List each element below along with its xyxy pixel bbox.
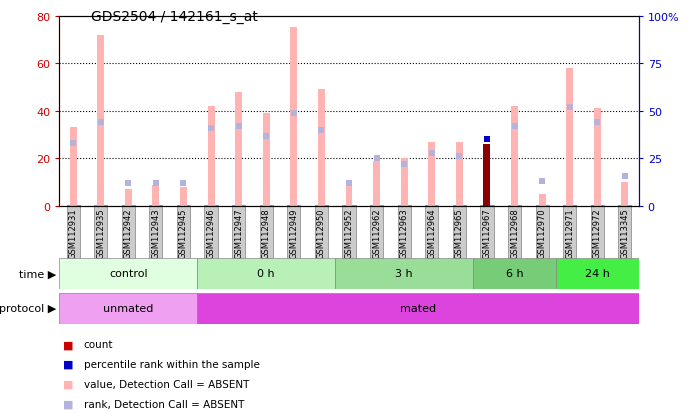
Bar bbox=[429, 142, 436, 206]
Bar bbox=[473, 258, 556, 289]
Point bbox=[371, 156, 383, 162]
Point bbox=[95, 120, 106, 126]
Bar bbox=[566, 69, 573, 206]
Point bbox=[150, 180, 161, 187]
Bar bbox=[59, 258, 198, 289]
Bar bbox=[152, 185, 159, 206]
Text: ■: ■ bbox=[63, 339, 73, 349]
Text: 24 h: 24 h bbox=[585, 268, 610, 279]
Bar bbox=[556, 258, 639, 289]
Text: GDS2504 / 142161_s_at: GDS2504 / 142161_s_at bbox=[91, 10, 258, 24]
Point bbox=[288, 110, 299, 117]
Bar bbox=[594, 109, 601, 206]
Bar bbox=[235, 93, 242, 206]
Bar bbox=[125, 190, 132, 206]
Bar bbox=[290, 28, 297, 206]
Bar bbox=[207, 107, 214, 206]
Text: ■: ■ bbox=[63, 379, 73, 389]
Text: mated: mated bbox=[400, 304, 436, 314]
Point bbox=[454, 154, 465, 160]
Bar bbox=[262, 114, 269, 206]
Point bbox=[537, 178, 548, 185]
Point bbox=[482, 137, 493, 143]
Bar bbox=[346, 183, 352, 206]
Point bbox=[399, 161, 410, 168]
Text: unmated: unmated bbox=[103, 304, 154, 314]
Bar bbox=[70, 128, 77, 206]
Bar bbox=[456, 142, 463, 206]
Text: rank, Detection Call = ABSENT: rank, Detection Call = ABSENT bbox=[84, 399, 244, 409]
Text: value, Detection Call = ABSENT: value, Detection Call = ABSENT bbox=[84, 379, 249, 389]
Text: percentile rank within the sample: percentile rank within the sample bbox=[84, 359, 260, 369]
Bar bbox=[198, 293, 639, 324]
Bar bbox=[373, 161, 380, 206]
Point bbox=[315, 127, 327, 134]
Bar bbox=[335, 258, 473, 289]
Point bbox=[619, 173, 630, 179]
Bar bbox=[59, 293, 198, 324]
Point bbox=[205, 125, 216, 132]
Bar bbox=[180, 188, 187, 206]
Bar bbox=[198, 258, 335, 289]
Point bbox=[123, 180, 134, 187]
Text: count: count bbox=[84, 339, 113, 349]
Text: 3 h: 3 h bbox=[395, 268, 413, 279]
Point bbox=[426, 150, 438, 157]
Point bbox=[233, 123, 244, 130]
Text: ■: ■ bbox=[63, 359, 73, 369]
Text: 0 h: 0 h bbox=[258, 268, 275, 279]
Text: control: control bbox=[109, 268, 147, 279]
Point bbox=[260, 133, 272, 140]
Bar bbox=[621, 183, 628, 206]
Text: 6 h: 6 h bbox=[506, 268, 524, 279]
Point bbox=[592, 120, 603, 126]
Bar bbox=[401, 159, 408, 206]
Bar bbox=[511, 107, 518, 206]
Point bbox=[509, 123, 520, 130]
Bar bbox=[539, 195, 546, 206]
Bar bbox=[97, 36, 104, 207]
Text: time ▶: time ▶ bbox=[19, 268, 56, 279]
Bar bbox=[484, 145, 491, 206]
Bar bbox=[318, 90, 325, 206]
Text: protocol ▶: protocol ▶ bbox=[0, 304, 56, 314]
Point bbox=[564, 104, 575, 111]
Text: ■: ■ bbox=[63, 399, 73, 409]
Point bbox=[68, 140, 79, 147]
Point bbox=[178, 180, 189, 187]
Point bbox=[343, 180, 355, 187]
